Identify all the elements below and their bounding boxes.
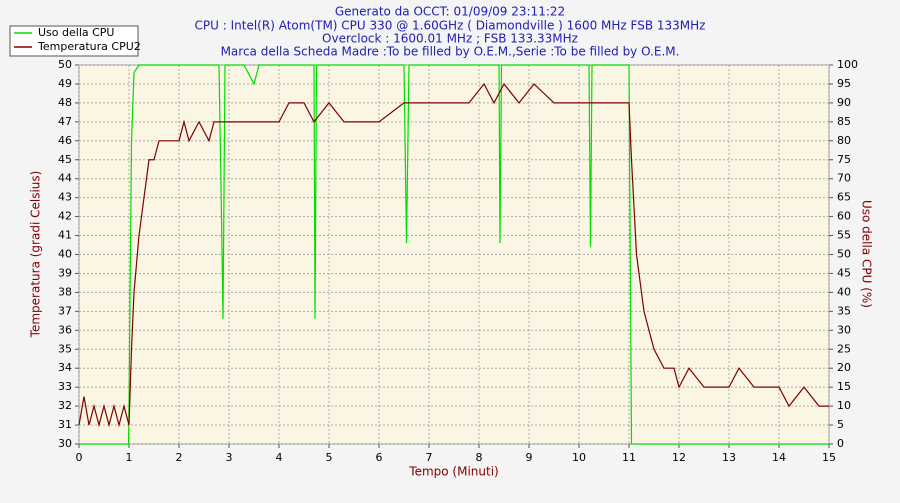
y2-tick-label: 5: [837, 418, 844, 431]
y-tick-label: 39: [58, 266, 72, 279]
y-tick-label: 30: [58, 437, 72, 450]
y2-tick-label: 90: [837, 96, 851, 109]
y2-tick-label: 95: [837, 77, 851, 90]
legend: [9, 25, 139, 57]
x-tick-label: 1: [126, 451, 133, 464]
x-tick-label: 8: [476, 451, 483, 464]
y-tick-label: 44: [58, 172, 72, 185]
y-tick-label: 35: [58, 342, 72, 355]
x-tick-label: 7: [426, 451, 433, 464]
y-tick-label: 37: [58, 304, 72, 317]
y2-tick-label: 15: [837, 380, 851, 393]
y-tick-label: 46: [58, 134, 72, 147]
x-tick-label: 3: [226, 451, 233, 464]
y2-tick-label: 25: [837, 342, 851, 355]
x-tick-label: 15: [822, 451, 836, 464]
y-tick-label: 33: [58, 380, 72, 393]
y2-axis-label: Uso della CPU (%): [860, 200, 874, 308]
y-tick-label: 49: [58, 77, 72, 90]
y-tick-label: 45: [58, 153, 72, 166]
y-tick-label: 43: [58, 191, 72, 204]
x-tick-label: 0: [76, 451, 83, 464]
legend-label: Temperatura CPU2: [37, 40, 141, 53]
chart-title: Generato da OCCT: 01/09/09 23:11:22: [335, 5, 565, 19]
chart-title: CPU : Intel(R) Atom(TM) CPU 330 @ 1.60GH…: [195, 19, 706, 33]
y2-tick-label: 80: [837, 134, 851, 147]
y-tick-label: 36: [58, 323, 72, 336]
y2-tick-label: 30: [837, 323, 851, 336]
x-axis-label: Tempo (Minuti): [408, 465, 498, 479]
y2-tick-label: 50: [837, 248, 851, 261]
x-tick-label: 9: [526, 451, 533, 464]
y-tick-label: 38: [58, 285, 72, 298]
x-tick-label: 11: [622, 451, 636, 464]
y-tick-label: 47: [58, 115, 72, 128]
series-line: [78, 82, 829, 428]
x-tick-label: 14: [772, 451, 786, 464]
y-tick-label: 48: [58, 96, 72, 109]
y2-tick-label: 65: [837, 191, 851, 204]
y2-tick-label: 75: [837, 153, 851, 166]
y2-tick-label: 35: [837, 304, 851, 317]
chart-title: Overclock : 1600.01 MHz ; FSB 133.33MHz: [322, 32, 578, 46]
y-tick-label: 31: [58, 418, 72, 431]
x-tick-label: 12: [672, 451, 686, 464]
y2-tick-label: 20: [837, 361, 851, 374]
x-tick-label: 4: [276, 451, 283, 464]
y-tick-label: 34: [58, 361, 72, 374]
y-tick-label: 42: [58, 210, 72, 223]
y-tick-label: 41: [58, 229, 72, 242]
x-tick-label: 2: [176, 451, 183, 464]
y2-tick-label: 85: [837, 115, 851, 128]
y2-tick-label: 0: [837, 437, 844, 450]
chart-title: Marca della Scheda Madre :To be filled b…: [221, 45, 680, 59]
y2-tick-label: 60: [837, 210, 851, 223]
x-tick-label: 6: [376, 451, 383, 464]
y-tick-label: 32: [58, 399, 72, 412]
y2-tick-label: 45: [837, 266, 851, 279]
y2-tick-label: 70: [837, 172, 851, 185]
y2-tick-label: 10: [837, 399, 851, 412]
y-axis-label: Temperatura (gradi Celsius): [29, 171, 43, 339]
x-tick-label: 10: [572, 451, 586, 464]
x-tick-label: 13: [722, 451, 736, 464]
series-line: [79, 64, 829, 445]
y-tick-label: 40: [58, 248, 72, 261]
y-tick-label: 50: [58, 58, 72, 71]
y2-tick-label: 55: [837, 229, 851, 242]
y2-tick-label: 100: [837, 58, 858, 71]
x-tick-label: 5: [326, 451, 333, 464]
y2-tick-label: 40: [837, 285, 851, 298]
legend-label: Uso della CPU: [38, 26, 114, 39]
